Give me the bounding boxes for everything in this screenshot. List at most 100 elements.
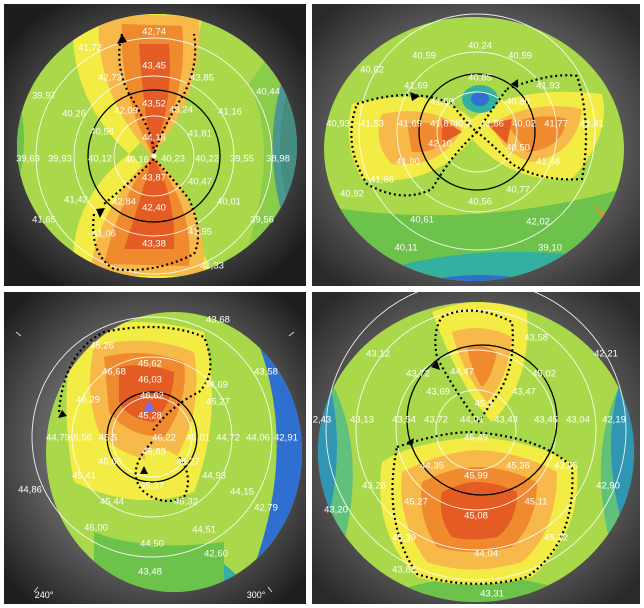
value-label: 43,43 [494,415,518,426]
bowtie-outline-lower [391,430,574,585]
value-label: 42,91 [274,433,298,444]
value-labels: 40,24 40,59 40,59 40,62 40,85 41,69 41,9… [326,41,604,254]
value-label: 43,38 [142,239,166,250]
value-label: 41,95 [188,227,212,238]
value-label: 40,16 [125,155,149,166]
value-label: 40,85 [468,73,492,84]
direction-arrow [511,79,518,88]
topography-map-bottom-right: 43,58 43,12 42,21 44,47 43,72 45,02 43,6… [312,292,640,604]
value-label: 45,11 [524,497,547,508]
value-label: 43,04 [566,415,590,426]
value-label: 45,99 [464,471,488,482]
value-label: 41,65 [32,215,56,226]
value-label: 42,73 [98,73,122,84]
value-labels: 42,74 43,45 42,73 43,85 43,52 43,24 41,7… [16,27,290,272]
value-label: 42,10 [428,139,452,150]
value-label: 38,98 [266,154,290,165]
bowtie-outline-lower [92,157,200,272]
value-label: 44,01 [460,415,484,426]
value-label: 39,97 [32,91,56,102]
value-label: 41,81 [188,129,212,140]
value-label: 46,03 [138,375,162,386]
value-label: 46,62 [140,391,164,402]
value-label: 42,21 [594,349,618,360]
value-label: 44,72 [216,433,240,444]
value-label: 43,13 [350,415,374,426]
value-label: 46,22 [152,433,176,444]
pupil-circle [87,89,221,223]
value-label: 44,15 [230,487,254,498]
value-label: 40,11 [394,243,417,254]
value-label: 43,72 [424,415,448,426]
value-label: 40,12 [88,154,112,165]
topography-map-top-right-svg: 40,24 40,59 40,59 40,62 40,85 41,69 41,9… [312,4,640,286]
value-label: 43,69 [426,387,450,398]
value-label: 44,79 [46,433,70,444]
topography-map-bottom-left: 240° 300° 43,68 45,26 45,62 43,58 46,68 … [4,292,306,604]
value-label: 45,49 [464,433,488,444]
value-label: 40,61 [410,215,434,226]
value-label: 40,44 [256,87,280,98]
degree-label: 300° [247,590,266,600]
marker-triangle [143,400,155,412]
value-label: 41,69 [404,81,428,92]
bowtie-outline-upper [57,325,212,433]
value-label: 44,93 [202,471,226,482]
value-label: 2,43 [313,415,332,426]
value-label: 45,36 [506,461,530,472]
value-label: 40,02 [512,119,536,130]
value-label: 41,48 [536,157,560,168]
value-label: 45,32 [174,497,198,508]
value-label: 45,26 [90,341,114,352]
value-label: 42,19 [602,415,626,426]
value-label: 45,56 [68,433,92,444]
value-label: 44,51 [192,525,216,536]
pupil-circle [418,73,536,191]
value-label: 41,06 [92,229,116,240]
direction-arrow [140,466,148,474]
bowtie-outline-lower [134,441,190,503]
value-label: 43,85 [190,73,214,84]
value-label: 41,66 [370,175,394,186]
value-label: 43,87 [142,173,166,184]
value-label: 40,47 [188,177,212,188]
direction-arrow [117,34,127,44]
value-label: 41,87 [430,119,454,130]
value-label: 45,62 [138,359,162,370]
value-label: 40,92 [340,189,364,200]
value-label: 44,86 [18,485,42,496]
value-label: 46,27 [176,457,200,468]
topography-map-top-right: 40,24 40,59 40,59 40,62 40,85 41,69 41,9… [312,4,640,286]
direction-arrow [431,360,440,370]
value-label: 45,66 [98,457,122,468]
value-label: 43,45 [534,415,558,426]
value-label: 44,69 [204,380,228,391]
value-label: 43,24 [169,105,193,116]
value-labels: 43,68 45,26 45,62 43,58 46,68 46,03 44,6… [18,315,298,578]
value-label: 45,27 [206,397,230,408]
value-label: 45,28 [138,411,162,422]
value-label: 40,59 [508,51,532,62]
degree-label: 240° [35,590,54,600]
value-label: 42,09 [114,106,138,117]
value-label: 43,48 [138,567,162,578]
value-label: 44,06 [246,433,270,444]
pupil-circle [406,344,558,496]
reference-rings [35,37,273,275]
value-label: 45,39 [392,533,416,544]
value-label: 42,79 [254,503,278,514]
value-label: 41,50 [430,97,454,108]
value-label: 44,16 [142,133,166,144]
value-label: 43,63 [392,565,416,576]
value-label: 40,93 [326,119,350,130]
value-label: 43,65 [554,461,578,472]
value-label: 43,72 [406,369,430,380]
direction-arrow [96,208,105,218]
value-label: 44,35 [420,461,444,472]
value-label: 41,33 [200,261,224,272]
value-label: 40,22 [195,154,219,165]
value-label: 43,20 [324,505,348,516]
value-label: 41,42 [64,195,88,206]
bowtie-outline-left [350,93,479,197]
direction-arrow [410,92,420,101]
